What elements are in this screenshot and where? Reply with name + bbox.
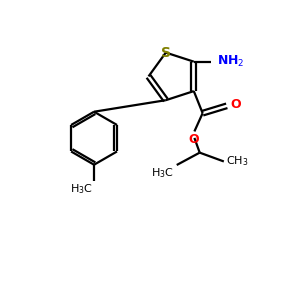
- Text: CH$_3$: CH$_3$: [226, 154, 249, 168]
- Text: S: S: [161, 46, 171, 60]
- Text: H$_3$C: H$_3$C: [152, 167, 174, 180]
- Text: H$_3$C: H$_3$C: [70, 182, 93, 196]
- Text: O: O: [188, 133, 199, 146]
- Text: NH$_2$: NH$_2$: [218, 54, 244, 69]
- Text: O: O: [230, 98, 241, 111]
